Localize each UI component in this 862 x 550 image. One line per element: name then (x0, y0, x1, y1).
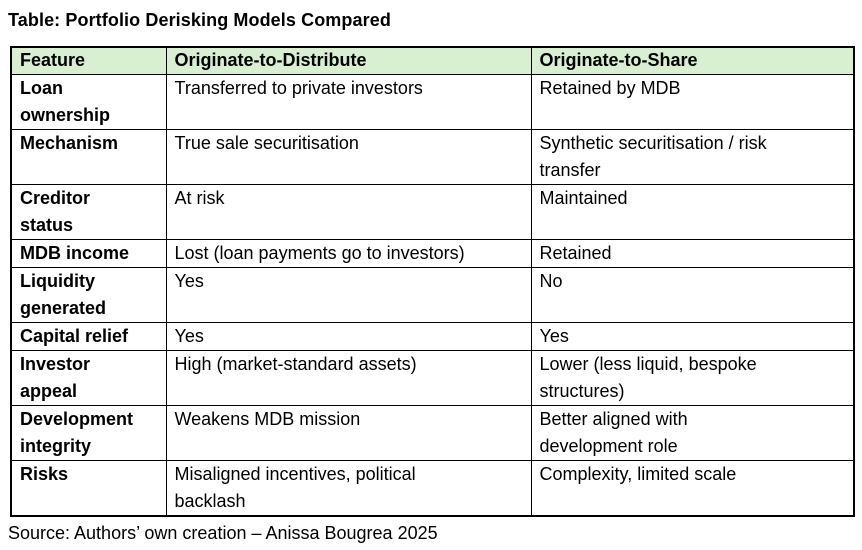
table-row: Liquidity generated Yes No (10, 267, 855, 323)
cell-otd: High (market-standard assets) (165, 350, 532, 406)
source-caption: Source: Authors’ own creation – Anissa B… (8, 523, 438, 543)
cell-otd: Yes (165, 267, 532, 323)
table-row: Risks Misaligned incentives, political b… (10, 460, 855, 517)
table-row: Mechanism True sale securitisation Synth… (10, 129, 855, 185)
cell-otd: Transferred to private investors (165, 74, 532, 130)
cell-ots: Retained (530, 239, 855, 268)
table-title: Table: Portfolio Derisking Models Compar… (8, 10, 391, 30)
cell-ots: Better aligned with development role (530, 405, 855, 461)
cell-feature: Loan ownership (10, 74, 167, 130)
cell-ots: Synthetic securitisation / risk transfer (530, 129, 855, 185)
cell-otd: True sale securitisation (165, 129, 532, 185)
cell-ots: Complexity, limited scale (530, 460, 855, 517)
table-row: Loan ownership Transferred to private in… (10, 74, 855, 130)
column-header-feature: Feature (10, 46, 167, 75)
cell-ots: Retained by MDB (530, 74, 855, 130)
table-row: Capital relief Yes Yes (10, 322, 855, 351)
table-row: Creditor status At risk Maintained (10, 184, 855, 240)
table-row: Development integrity Weakens MDB missio… (10, 405, 855, 461)
cell-feature: Risks (10, 460, 167, 517)
cell-feature: MDB income (10, 239, 167, 268)
table-row: Investor appeal High (market-standard as… (10, 350, 855, 406)
cell-otd: Misaligned incentives, political backlas… (165, 460, 532, 517)
column-header-originate-to-distribute: Originate-to-Distribute (165, 46, 532, 75)
cell-feature: Creditor status (10, 184, 167, 240)
comparison-table: Feature Originate-to-Distribute Originat… (10, 46, 855, 517)
cell-feature: Development integrity (10, 405, 167, 461)
cell-feature: Mechanism (10, 129, 167, 185)
cell-ots: Yes (530, 322, 855, 351)
cell-ots: Maintained (530, 184, 855, 240)
cell-feature: Investor appeal (10, 350, 167, 406)
table-row: MDB income Lost (loan payments go to inv… (10, 239, 855, 268)
table-header-row: Feature Originate-to-Distribute Originat… (10, 46, 855, 75)
cell-otd: Yes (165, 322, 532, 351)
cell-feature: Capital relief (10, 322, 167, 351)
column-header-originate-to-share: Originate-to-Share (530, 46, 855, 75)
cell-otd: Lost (loan payments go to investors) (165, 239, 532, 268)
cell-otd: Weakens MDB mission (165, 405, 532, 461)
cell-ots: Lower (less liquid, bespoke structures) (530, 350, 855, 406)
cell-ots: No (530, 267, 855, 323)
cell-otd: At risk (165, 184, 532, 240)
cell-feature: Liquidity generated (10, 267, 167, 323)
